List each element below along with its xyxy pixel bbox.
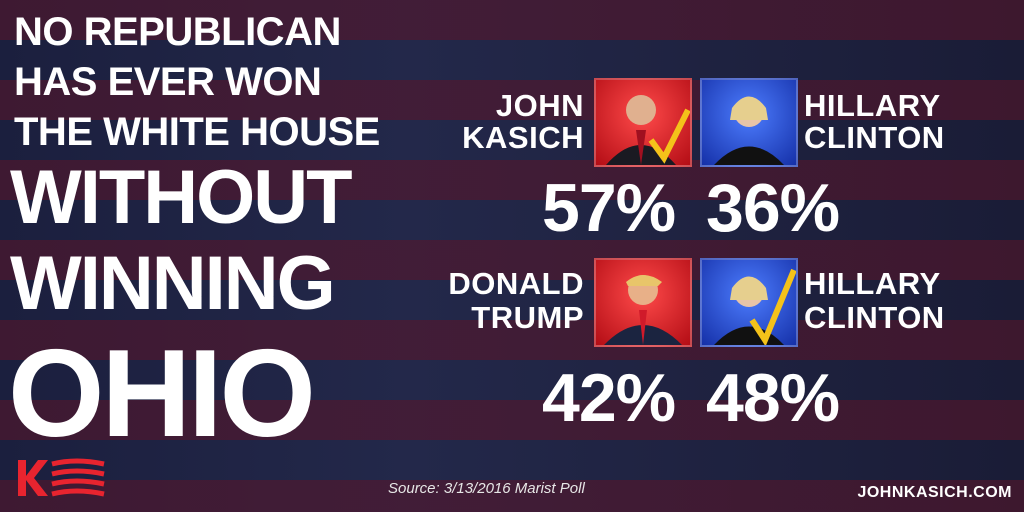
poll-result: 42% [542,360,676,436]
headline-line: WITHOUT [10,155,353,240]
candidate-photo [700,258,798,347]
candidate-photo [594,78,692,167]
headline-line: THE WHITE HOUSE [14,110,380,154]
candidate-name: HILLARY [804,88,941,123]
headline-line: HAS EVER WON [14,60,322,104]
photo-figure [714,268,796,345]
candidate-name: KASICH [462,120,584,155]
headline-line: OHIO [8,325,316,463]
source-note: Source: 3/13/2016 Marist Poll [388,480,585,497]
candidate-photo [700,78,798,167]
candidate-name: JOHN [495,88,584,123]
candidate-name: CLINTON [804,120,945,155]
poll-result: 36% [706,170,840,246]
candidate-name: TRUMP [471,300,584,335]
headline-line: NO REPUBLICAN [14,10,341,54]
candidate-name: DONALD [448,266,584,301]
poll-result: 48% [706,360,840,436]
website: JOHNKASICH.COM [857,484,1012,501]
poll-result: 57% [542,170,676,246]
candidate-name: HILLARY [804,266,941,301]
candidate-name: CLINTON [804,300,945,335]
candidate-photo [594,258,692,347]
photo-figure [606,95,690,165]
logo [18,458,105,497]
photo-figure [604,275,682,345]
photo-figure [714,96,784,165]
headline-line: WINNING [10,241,336,326]
